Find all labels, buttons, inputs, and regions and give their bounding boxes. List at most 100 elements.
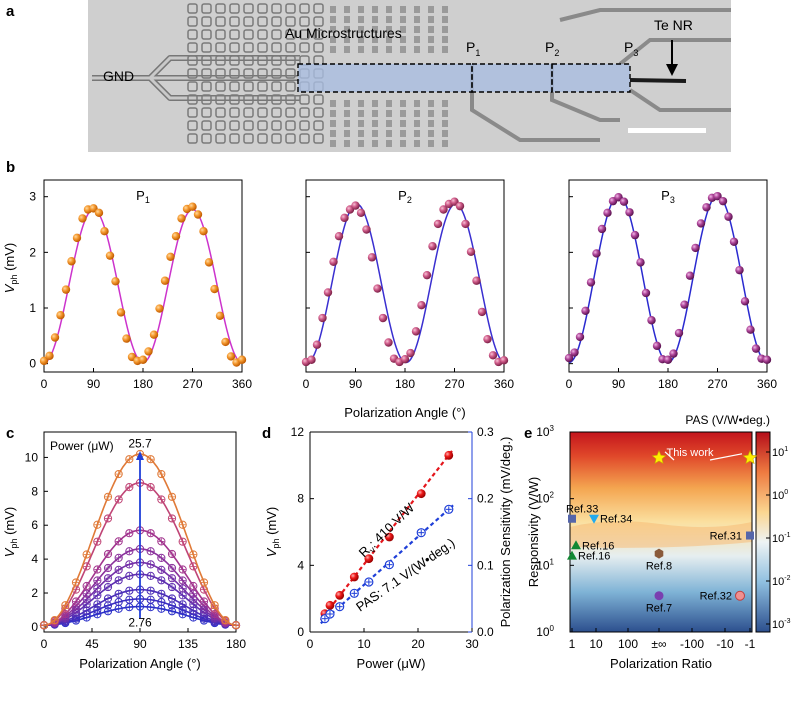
au-microstructure <box>372 16 378 23</box>
au-microstructure <box>400 120 406 127</box>
au-microstructure <box>344 140 350 147</box>
label-p3: P3 <box>624 39 638 58</box>
au-microstructure <box>344 6 350 13</box>
series-marker <box>125 595 134 604</box>
electrode-top2 <box>618 38 731 66</box>
au-microstructure <box>400 16 406 23</box>
au-microstructure <box>257 42 268 53</box>
series-marker <box>146 455 155 464</box>
au-microstructure <box>330 140 336 147</box>
data-point <box>329 257 338 267</box>
series-marker <box>114 589 123 598</box>
au-microstructure <box>201 81 212 92</box>
data-point <box>702 203 711 212</box>
series-marker <box>103 574 113 583</box>
data-point <box>592 249 601 258</box>
data-point <box>237 355 247 364</box>
label-te-nr: Te NR <box>654 17 693 33</box>
data-point <box>625 208 634 217</box>
au-microstructure <box>358 46 364 53</box>
au-microstructure <box>386 46 392 53</box>
au-microstructure <box>299 3 310 14</box>
au-microstructure <box>358 100 364 107</box>
chart-title: P3 <box>661 188 675 205</box>
label-Ref.16: Ref.16 <box>582 540 614 552</box>
au-microstructure <box>358 6 364 13</box>
au-microstructure <box>187 55 198 66</box>
marker-Ref.33 <box>568 514 576 523</box>
data-point <box>428 242 437 251</box>
rv-point <box>335 590 345 600</box>
y-tick-label: 0 <box>297 625 304 639</box>
au-microstructure <box>386 130 392 137</box>
au-microstructure <box>414 140 420 147</box>
data-point <box>144 347 153 356</box>
au-microstructure <box>414 120 420 127</box>
b-x-axis-label: Polarization Angle (°) <box>344 405 466 420</box>
data-point <box>647 316 656 325</box>
au-microstructure <box>229 3 240 14</box>
data-point <box>210 284 219 294</box>
data-point <box>400 355 410 364</box>
x-tick-label: 10 <box>357 637 371 651</box>
series-marker <box>146 571 155 581</box>
x-tick-label: 90 <box>349 377 363 391</box>
x-tick-label: 180 <box>395 377 415 391</box>
label-Ref.8: Ref.8 <box>646 561 672 573</box>
panel-label-b: b <box>6 159 15 176</box>
au-microstructure <box>187 3 198 14</box>
label-Ref.7: Ref.7 <box>646 603 672 615</box>
au-microstructure <box>400 46 406 53</box>
series-marker <box>157 576 166 585</box>
data-point <box>61 285 71 294</box>
series-marker <box>167 582 177 592</box>
au-microstructure <box>215 133 226 144</box>
au-microstructure <box>330 110 336 117</box>
series-marker <box>167 563 177 573</box>
x-tick-label: 1 <box>569 637 576 651</box>
y2-tick-label: 0.1 <box>477 558 494 572</box>
y-tick-label: 8 <box>31 484 38 498</box>
marker-Ref.16 <box>571 540 581 550</box>
au-microstructure <box>257 3 268 14</box>
series-marker <box>157 495 166 504</box>
x-tick-label: -1 <box>745 637 756 651</box>
y2-tick-label: 0.0 <box>477 625 494 639</box>
au-microstructure <box>215 16 226 27</box>
data-point <box>199 227 208 236</box>
au-microstructure <box>243 29 254 40</box>
plot-frame <box>43 179 243 373</box>
x-tick-label: 10 <box>589 637 603 651</box>
colorbar-tick-label: 10-1 <box>772 532 791 545</box>
au-microstructure <box>313 3 324 14</box>
au-microstructure <box>299 107 310 118</box>
series-marker <box>189 581 198 591</box>
au-microstructure <box>372 6 378 13</box>
data-point <box>160 276 170 285</box>
colorbar-title: PAS (V/W•deg.) <box>685 413 770 427</box>
au-microstructure <box>285 94 296 105</box>
data-point <box>149 330 159 339</box>
au-microstructure <box>344 16 350 23</box>
scale-bar <box>628 128 706 133</box>
au-microstructure <box>400 140 406 147</box>
au-microstructure <box>386 110 392 117</box>
chart-e: 1 10 100 ±∞ -100 -10 -1 100 101 102 103 Polarizatio… <box>526 413 791 671</box>
data-point <box>696 219 706 228</box>
au-microstructure <box>313 16 324 27</box>
au-microstructure <box>285 29 296 40</box>
electrode-top <box>559 8 731 22</box>
channel-highlight <box>298 64 630 92</box>
series-marker <box>93 584 102 593</box>
data-point <box>406 348 415 358</box>
au-microstructure <box>442 140 448 147</box>
au-microstructure <box>313 107 324 118</box>
au-microstructure <box>344 120 350 127</box>
series-marker <box>167 574 177 583</box>
au-microstructure <box>229 16 240 27</box>
bottom-power-label: 2.76 <box>128 615 152 629</box>
data-point <box>472 276 481 285</box>
series-marker <box>114 469 123 479</box>
series-marker <box>93 537 102 546</box>
data-point <box>597 224 607 234</box>
